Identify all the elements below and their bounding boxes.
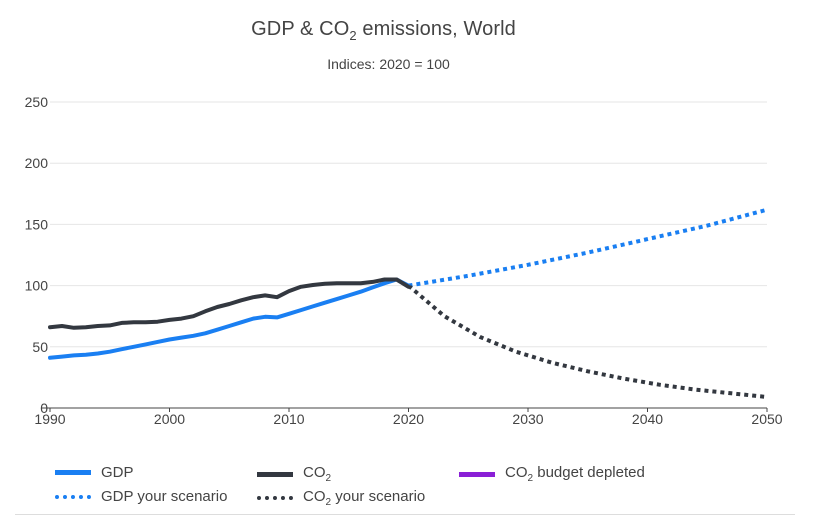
x-tick-label-1990: 1990: [34, 411, 65, 427]
legend-item-co2-scenario[interactable]: CO2 your scenario: [257, 488, 425, 508]
legend-swatch-budget: [459, 471, 495, 477]
series-line-co2-your-scenario[interactable]: [407, 284, 768, 399]
legend-label-co2: CO2: [303, 464, 332, 484]
legend-item-co2-budget-depleted[interactable]: CO2 budget depleted: [459, 464, 645, 484]
legend-label-gdp: GDP: [101, 464, 134, 481]
y-tick-label-50: 50: [32, 339, 48, 355]
legend-swatch-co2-scenario: [257, 496, 293, 500]
legend-item-gdp-scenario[interactable]: GDP your scenario: [55, 488, 227, 505]
bottom-divider: [15, 514, 795, 515]
x-tick-label-2000: 2000: [154, 411, 185, 427]
series-line-gdp[interactable]: [48, 277, 411, 360]
chart-title-main: GDP & CO: [251, 18, 350, 40]
x-tick-label-2040: 2040: [632, 411, 663, 427]
chart-title: GDP & CO2 emissions, World: [0, 18, 767, 43]
legend: GDP CO2 CO2 budget depleted GDP your sce…: [55, 462, 795, 512]
legend-item-gdp[interactable]: GDP: [55, 464, 134, 481]
chart-title-tail: emissions, World: [356, 18, 516, 40]
y-tick-label-100: 100: [25, 278, 49, 294]
legend-label-gdp-scenario: GDP your scenario: [101, 488, 228, 505]
legend-swatch-gdp-scenario: [55, 494, 91, 499]
x-tick-label-2010: 2010: [273, 411, 304, 427]
x-tick-label-2050: 2050: [751, 411, 782, 427]
legend-swatch-gdp: [55, 470, 91, 475]
x-tick-label-2030: 2030: [512, 411, 543, 427]
series-line-gdp-your-scenario[interactable]: [408, 207, 768, 288]
y-tick-label-150: 150: [25, 216, 49, 232]
series-lines: [48, 207, 768, 399]
legend-label-budget: CO2 budget depleted: [505, 464, 645, 484]
chart-subtitle: Indices: 2020 = 100: [327, 56, 450, 72]
series-line-co2[interactable]: [48, 277, 411, 330]
legend-label-co2-scenario: CO2 your scenario: [303, 488, 426, 508]
grid-lines: [50, 101, 767, 348]
legend-item-co2[interactable]: CO2: [257, 464, 331, 484]
y-tick-label-250: 250: [25, 94, 49, 110]
legend-swatch-co2: [257, 471, 293, 477]
chart-title-subscript: 2: [349, 28, 357, 43]
x-tick-label-2020: 2020: [393, 411, 424, 427]
y-tick-label-200: 200: [25, 155, 49, 171]
